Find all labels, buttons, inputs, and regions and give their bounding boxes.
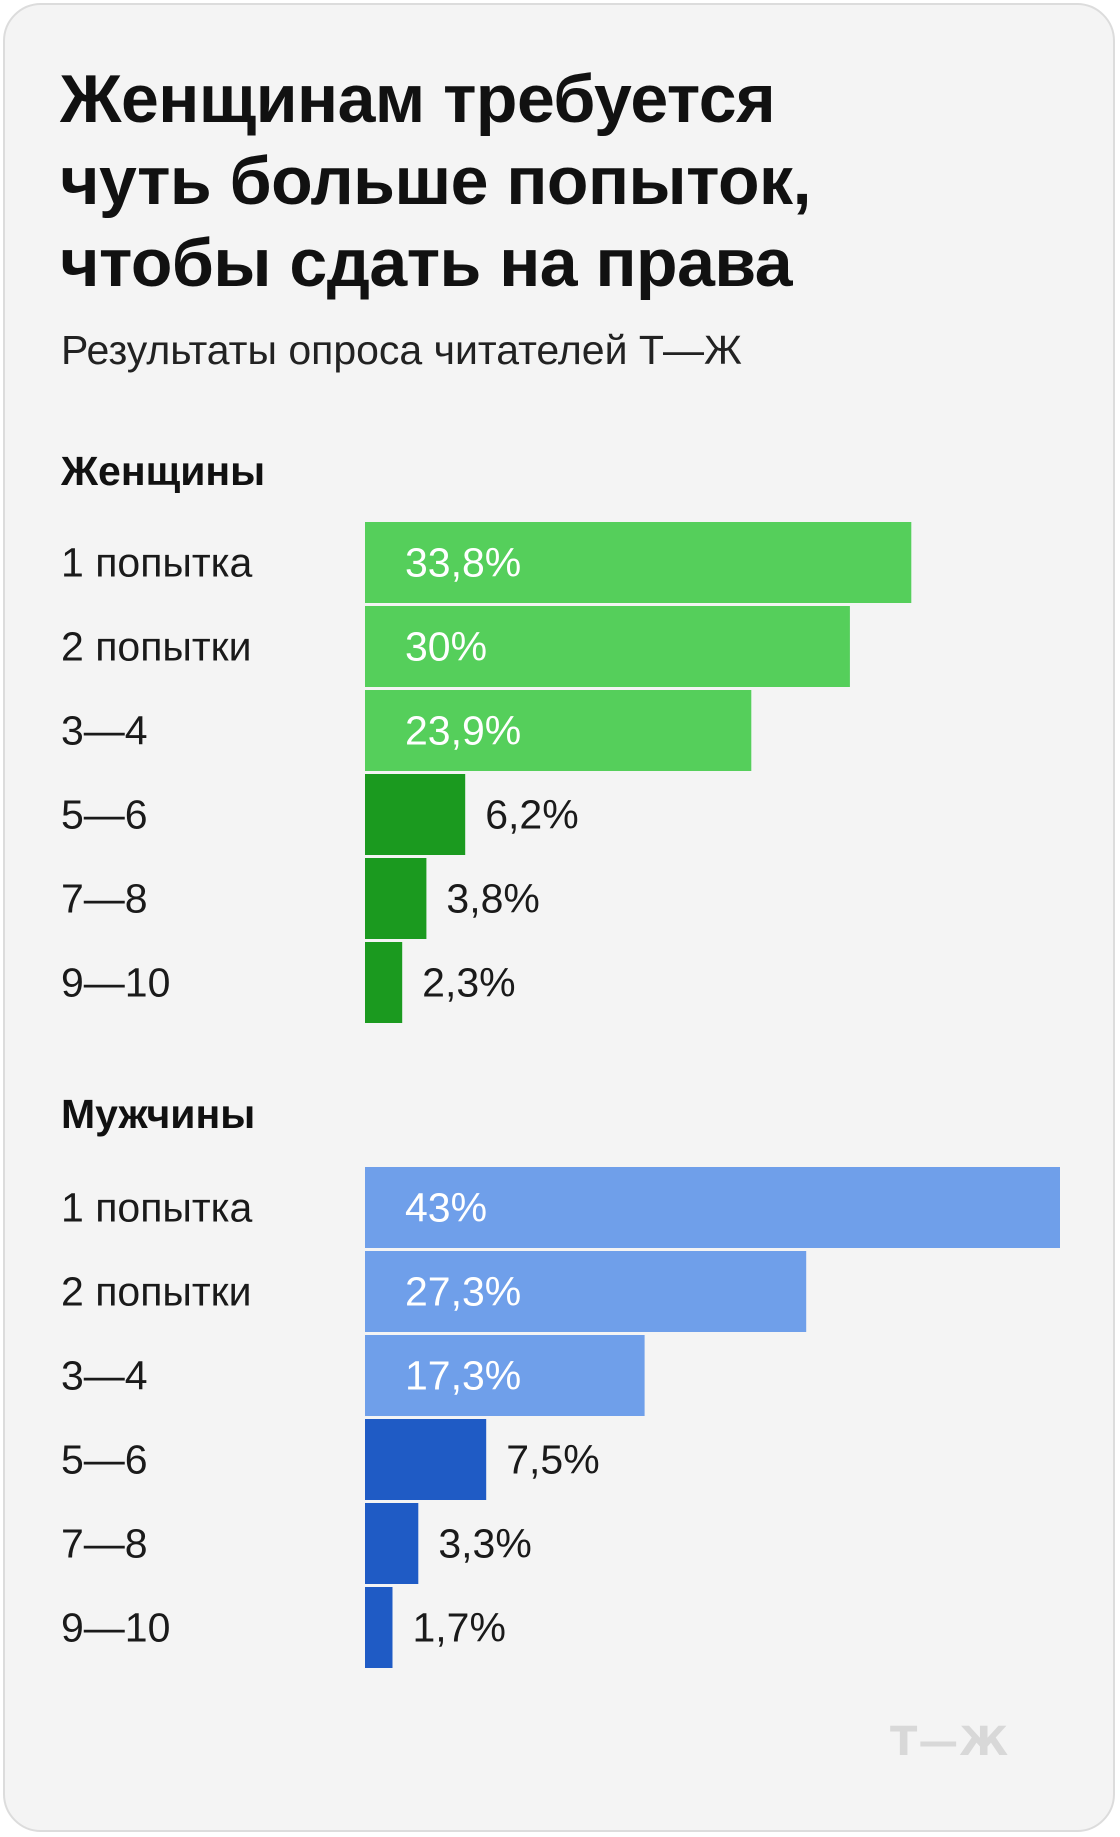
value-label-men-0: 43% — [405, 1185, 487, 1231]
bar-women-1 — [365, 606, 850, 687]
bar-men-2 — [365, 1335, 645, 1416]
value-label-women-1: 30% — [405, 624, 487, 670]
bar-women-0 — [365, 522, 912, 603]
category-label-women-5: 9—10 — [61, 960, 170, 1006]
section-title-men: Мужчины — [61, 1091, 255, 1137]
bar-women-4 — [365, 858, 427, 939]
value-label-women-4: 3,8% — [446, 876, 539, 922]
category-label-men-1: 2 попытки — [61, 1269, 252, 1315]
category-label-women-1: 2 попытки — [61, 624, 252, 670]
bar-men-5 — [365, 1587, 393, 1668]
category-label-men-0: 1 попытка — [61, 1185, 252, 1231]
section-title-women: Женщины — [60, 448, 265, 494]
value-label-women-3: 6,2% — [485, 792, 578, 838]
category-label-men-2: 3—4 — [61, 1353, 148, 1399]
chart-subtitle: Результаты опроса читателей Т—Ж — [61, 327, 742, 373]
value-label-men-5: 1,7% — [412, 1605, 505, 1651]
category-label-men-3: 5—6 — [61, 1437, 148, 1483]
tzh-logo: Т—Ж — [890, 1719, 1010, 1765]
bar-women-5 — [365, 942, 403, 1023]
value-label-women-2: 23,9% — [405, 708, 521, 754]
category-label-men-4: 7—8 — [61, 1521, 148, 1567]
bar-women-3 — [365, 774, 466, 855]
category-label-women-4: 7—8 — [61, 876, 148, 922]
bar-women-2 — [365, 690, 752, 771]
bar-men-0 — [365, 1167, 1060, 1248]
chart-card — [3, 3, 1115, 1832]
value-label-men-2: 17,3% — [405, 1353, 521, 1399]
value-label-men-3: 7,5% — [506, 1437, 599, 1483]
value-label-women-5: 2,3% — [422, 960, 515, 1006]
chart-title: Женщинам требуется чуть больше попыток, … — [60, 61, 811, 301]
bar-men-3 — [365, 1419, 487, 1500]
value-label-women-0: 33,8% — [405, 540, 521, 586]
category-label-women-2: 3—4 — [61, 708, 148, 754]
bar-men-4 — [365, 1503, 419, 1584]
value-label-men-4: 3,3% — [438, 1521, 531, 1567]
category-label-women-3: 5—6 — [61, 792, 148, 838]
value-label-men-1: 27,3% — [405, 1269, 521, 1315]
bar-men-1 — [365, 1251, 807, 1332]
category-label-men-5: 9—10 — [61, 1605, 170, 1651]
category-label-women-0: 1 попытка — [61, 540, 252, 586]
